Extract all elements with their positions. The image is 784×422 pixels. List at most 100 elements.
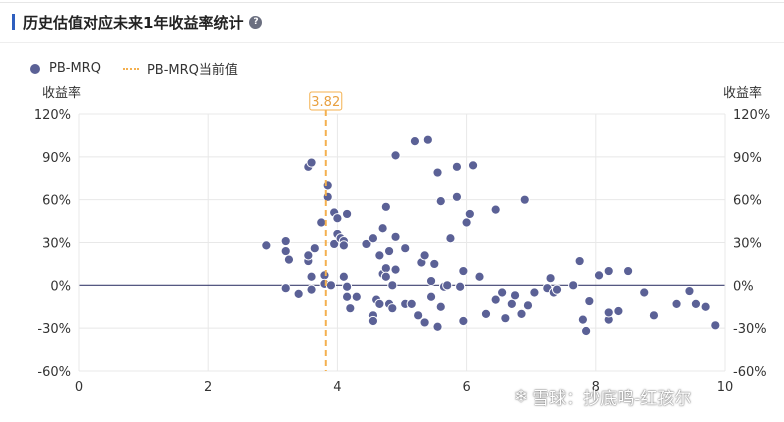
data-point[interactable]: [380, 201, 391, 212]
data-point[interactable]: [593, 270, 605, 281]
data-point[interactable]: [480, 308, 492, 319]
data-point[interactable]: [464, 208, 475, 220]
data-point[interactable]: [490, 204, 501, 215]
data-point[interactable]: [509, 290, 521, 301]
data-point[interactable]: [380, 263, 391, 274]
help-icon[interactable]: ?: [249, 15, 263, 29]
data-point[interactable]: [338, 240, 349, 251]
data-point[interactable]: [383, 245, 395, 257]
data-point[interactable]: [516, 308, 527, 319]
data-point[interactable]: [425, 275, 437, 287]
data-point[interactable]: [325, 280, 337, 291]
data-point[interactable]: [458, 265, 469, 277]
data-point[interactable]: [529, 287, 540, 298]
data-point[interactable]: [306, 284, 317, 295]
data-point[interactable]: [322, 191, 333, 202]
data-point[interactable]: [451, 161, 463, 172]
data-point[interactable]: [500, 313, 511, 324]
data-point[interactable]: [406, 298, 417, 309]
data-point[interactable]: [613, 305, 624, 317]
data-point[interactable]: [374, 250, 385, 261]
data-point[interactable]: [329, 238, 340, 250]
data-point[interactable]: [603, 307, 614, 318]
data-point[interactable]: [442, 280, 453, 291]
data-point[interactable]: [341, 291, 353, 302]
data-point[interactable]: [639, 287, 650, 298]
data-point[interactable]: [497, 287, 508, 298]
data-point[interactable]: [390, 264, 401, 275]
data-point[interactable]: [293, 288, 304, 299]
data-point[interactable]: [387, 280, 398, 291]
data-point[interactable]: [409, 136, 421, 147]
data-point[interactable]: [338, 271, 349, 282]
data-point[interactable]: [400, 243, 411, 254]
data-point[interactable]: [522, 300, 534, 311]
data-point[interactable]: [584, 295, 595, 307]
data-point[interactable]: [684, 285, 695, 297]
data-point[interactable]: [361, 238, 372, 250]
data-point[interactable]: [435, 195, 446, 207]
data-point[interactable]: [432, 321, 443, 332]
data-point[interactable]: [332, 213, 343, 224]
data-point[interactable]: [432, 167, 443, 178]
data-point[interactable]: [455, 281, 466, 292]
data-point[interactable]: [280, 235, 291, 247]
data-point[interactable]: [419, 317, 430, 328]
data-point[interactable]: [506, 298, 517, 309]
data-point[interactable]: [322, 180, 333, 191]
data-point[interactable]: [577, 314, 588, 325]
data-point[interactable]: [425, 291, 437, 302]
data-point[interactable]: [474, 271, 485, 282]
data-point[interactable]: [710, 320, 721, 331]
data-point[interactable]: [319, 270, 330, 281]
data-point[interactable]: [283, 254, 295, 265]
data-point[interactable]: [413, 310, 424, 321]
data-point[interactable]: [341, 281, 353, 292]
data-point[interactable]: [568, 280, 579, 291]
data-point[interactable]: [435, 301, 446, 312]
y-tick-label-right: 0%: [733, 279, 754, 294]
data-point[interactable]: [387, 303, 398, 314]
data-point[interactable]: [280, 245, 291, 257]
data-point[interactable]: [461, 217, 472, 228]
data-point[interactable]: [390, 150, 401, 161]
data-point[interactable]: [316, 217, 327, 228]
data-point[interactable]: [367, 233, 379, 244]
data-point[interactable]: [603, 265, 614, 277]
data-point[interactable]: [374, 298, 385, 309]
data-point[interactable]: [390, 231, 401, 242]
data-point[interactable]: [367, 315, 379, 327]
data-point[interactable]: [574, 255, 585, 267]
data-point[interactable]: [261, 240, 272, 251]
data-point[interactable]: [422, 134, 433, 145]
y-tick-label-left: -60%: [37, 365, 71, 380]
data-point[interactable]: [648, 310, 660, 321]
data-point[interactable]: [377, 223, 388, 234]
data-point[interactable]: [345, 303, 356, 314]
data-point[interactable]: [445, 233, 456, 244]
data-point[interactable]: [280, 283, 291, 294]
data-point[interactable]: [458, 315, 469, 327]
legend-item-pb-mrq[interactable]: PB-MRQ: [30, 61, 101, 76]
data-point[interactable]: [700, 301, 711, 312]
data-point[interactable]: [467, 160, 479, 171]
data-point[interactable]: [581, 325, 592, 337]
data-point[interactable]: [351, 291, 362, 302]
data-point[interactable]: [306, 157, 317, 168]
data-point[interactable]: [419, 250, 430, 261]
data-point[interactable]: [341, 208, 353, 220]
data-point[interactable]: [380, 271, 391, 282]
data-point[interactable]: [306, 271, 317, 282]
data-point[interactable]: [303, 250, 314, 261]
data-point[interactable]: [490, 294, 501, 305]
data-point[interactable]: [623, 265, 634, 277]
data-point[interactable]: [690, 298, 702, 309]
data-point[interactable]: [545, 273, 556, 284]
data-point[interactable]: [451, 191, 463, 202]
data-point[interactable]: [429, 258, 440, 270]
data-point[interactable]: [551, 284, 563, 295]
data-point[interactable]: [519, 194, 530, 205]
data-point[interactable]: [309, 243, 320, 254]
data-point[interactable]: [671, 298, 682, 309]
legend-item-current-value[interactable]: PB-MRQ当前值: [122, 59, 238, 78]
